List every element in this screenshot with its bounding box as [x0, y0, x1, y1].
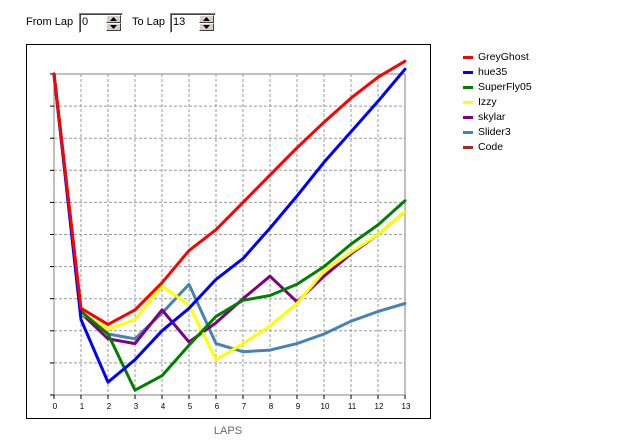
arrow-down-icon: [203, 25, 210, 29]
from-lap-spinner[interactable]: [79, 13, 123, 33]
legend-label: hue35: [478, 66, 508, 78]
x-tick-label: 13: [402, 402, 411, 411]
to-lap-decrement-button[interactable]: [199, 23, 214, 31]
x-axis-label: LAPS: [213, 425, 243, 437]
to-lap-spinner[interactable]: [170, 13, 216, 33]
x-tick-label: 8: [269, 402, 274, 411]
x-tick-label: 9: [296, 402, 301, 411]
chart-canvas: 0 1 2 3 4 5 6 7 8 9 10 11 12 13: [50, 59, 411, 411]
x-tick-label: 7: [242, 402, 247, 411]
legend-swatch: [463, 71, 473, 74]
legend-label: Slider3: [478, 126, 511, 138]
lap-position-chart: 0 1 2 3 4 5 6 7 8 9 10 11 12 13: [26, 44, 431, 419]
series-line-slider3: [52, 72, 407, 354]
legend-label: Izzy: [478, 96, 497, 108]
x-tick-label: 4: [161, 402, 166, 411]
legend-swatch: [463, 56, 473, 59]
series-line-izzy: [52, 72, 407, 362]
x-tick-label: 2: [107, 402, 112, 411]
series-line-skylar: [52, 72, 407, 346]
series-line-greyghost: [52, 59, 407, 326]
legend-label: GreyGhost: [478, 51, 529, 63]
from-lap-label: From Lap: [26, 16, 74, 28]
legend-label: Code: [478, 141, 504, 153]
legend-swatch: [463, 101, 473, 104]
x-tick-label: 3: [134, 402, 139, 411]
x-tick-label: 6: [215, 402, 220, 411]
from-lap-decrement-button[interactable]: [106, 23, 121, 31]
x-tick-label: 5: [188, 402, 193, 411]
to-lap-input[interactable]: [173, 15, 195, 29]
x-tick-label: 0: [53, 402, 58, 411]
legend-label: SuperFly05: [478, 81, 532, 93]
x-tick-label: 10: [321, 402, 330, 411]
x-tick-label: 1: [80, 402, 85, 411]
legend-swatch: [463, 146, 473, 149]
from-lap-input[interactable]: [82, 15, 102, 29]
x-tick-label: 11: [348, 402, 357, 411]
series-line-superfly05: [52, 72, 407, 392]
arrow-up-icon: [110, 17, 117, 21]
arrow-down-icon: [110, 25, 117, 29]
x-tick-label: 12: [375, 402, 384, 411]
to-lap-label: To Lap: [132, 16, 166, 28]
from-lap-increment-button[interactable]: [106, 15, 121, 23]
legend-label: skylar: [478, 111, 506, 123]
legend-swatch: [463, 86, 473, 89]
series-line-hue35: [52, 67, 407, 384]
to-lap-increment-button[interactable]: [199, 15, 214, 23]
legend-swatch: [463, 131, 473, 134]
arrow-up-icon: [203, 17, 210, 21]
legend-swatch: [463, 116, 473, 119]
